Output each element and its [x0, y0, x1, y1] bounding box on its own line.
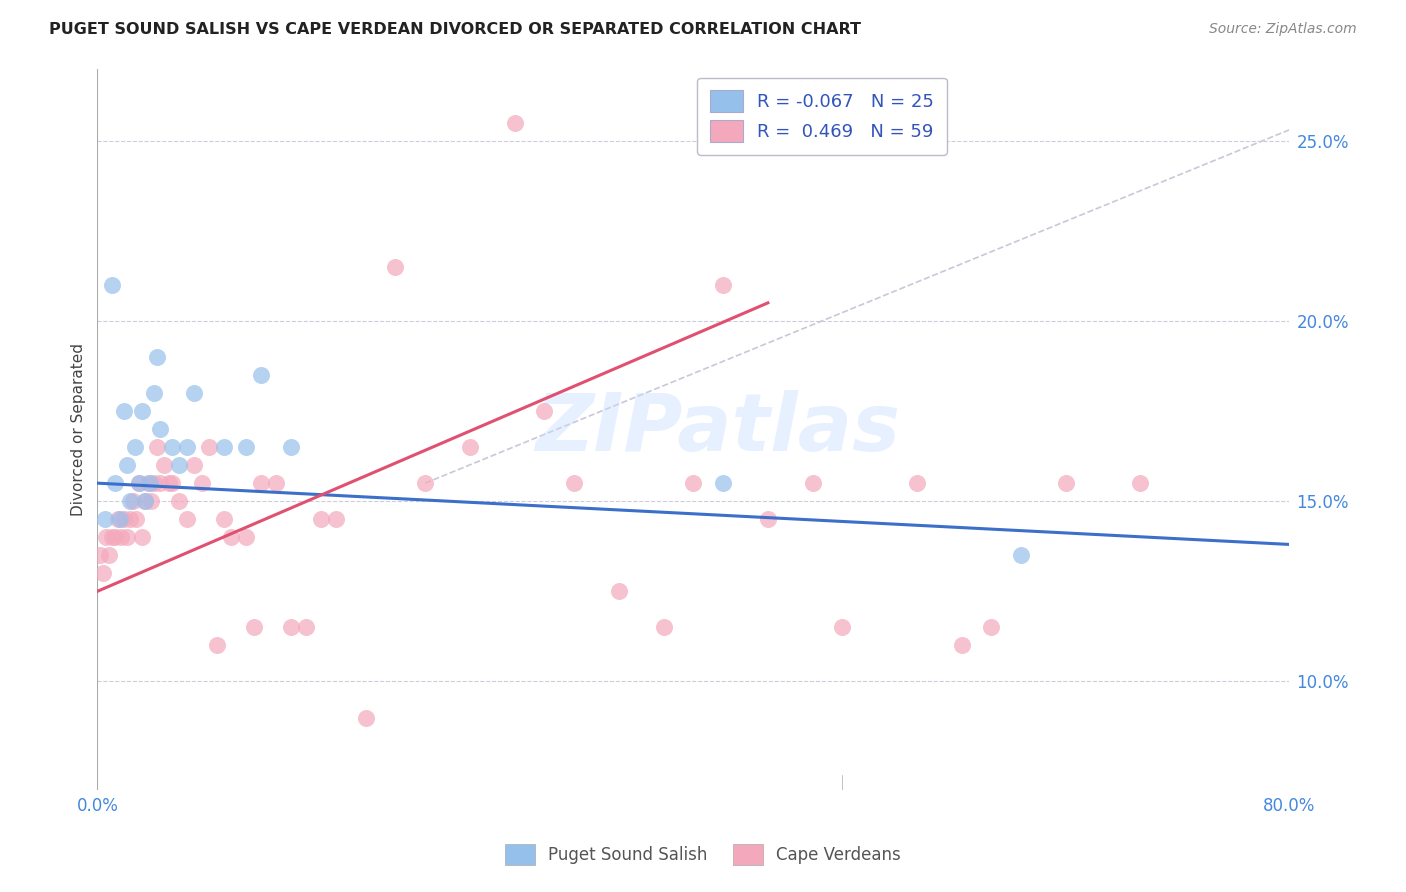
Point — [183, 458, 205, 472]
Point — [112, 512, 135, 526]
Point — [128, 476, 150, 491]
Point — [198, 440, 221, 454]
Point — [107, 512, 129, 526]
Point — [149, 476, 172, 491]
Point — [831, 620, 853, 634]
Point — [125, 512, 148, 526]
Point — [503, 115, 526, 129]
Point — [801, 476, 824, 491]
Point — [950, 639, 973, 653]
Point — [905, 476, 928, 491]
Point — [104, 476, 127, 491]
Point — [169, 458, 191, 472]
Point — [101, 530, 124, 544]
Point — [120, 494, 142, 508]
Point — [1129, 476, 1152, 491]
Point — [143, 386, 166, 401]
Point — [212, 512, 235, 526]
Point — [325, 512, 347, 526]
Point — [682, 476, 704, 491]
Point — [980, 620, 1002, 634]
Point — [143, 476, 166, 491]
Point — [711, 476, 734, 491]
Point — [280, 620, 302, 634]
Point — [91, 566, 114, 581]
Point — [146, 440, 169, 454]
Text: ZIPatlas: ZIPatlas — [534, 390, 900, 468]
Point — [115, 530, 138, 544]
Point — [136, 476, 159, 491]
Point — [243, 620, 266, 634]
Point — [176, 512, 198, 526]
Point — [533, 404, 555, 418]
Point — [607, 584, 630, 599]
Point — [115, 458, 138, 472]
Point — [139, 494, 162, 508]
Point — [1054, 476, 1077, 491]
Point — [160, 440, 183, 454]
Point — [134, 494, 156, 508]
Point — [183, 386, 205, 401]
Point — [711, 277, 734, 292]
Point — [413, 476, 436, 491]
Point — [94, 512, 117, 526]
Point — [120, 512, 142, 526]
Point — [221, 530, 243, 544]
Point — [96, 530, 118, 544]
Point — [160, 476, 183, 491]
Point — [205, 639, 228, 653]
Point — [110, 530, 132, 544]
Point — [149, 422, 172, 436]
Point — [309, 512, 332, 526]
Point — [295, 620, 318, 634]
Point — [124, 440, 146, 454]
Point — [131, 404, 153, 418]
Point — [190, 476, 212, 491]
Legend: Puget Sound Salish, Cape Verdeans: Puget Sound Salish, Cape Verdeans — [495, 834, 911, 875]
Point — [138, 476, 160, 491]
Point — [176, 440, 198, 454]
Point — [756, 512, 779, 526]
Point — [98, 548, 121, 562]
Point — [108, 512, 131, 526]
Point — [104, 530, 127, 544]
Point — [1010, 548, 1032, 562]
Point — [652, 620, 675, 634]
Y-axis label: Divorced or Separated: Divorced or Separated — [72, 343, 86, 516]
Point — [169, 494, 191, 508]
Point — [131, 530, 153, 544]
Point — [264, 476, 287, 491]
Point — [157, 476, 180, 491]
Point — [122, 494, 145, 508]
Point — [458, 440, 481, 454]
Point — [128, 476, 150, 491]
Point — [384, 260, 406, 274]
Point — [112, 404, 135, 418]
Point — [280, 440, 302, 454]
Point — [101, 277, 124, 292]
Point — [235, 530, 257, 544]
Point — [250, 368, 273, 382]
Text: PUGET SOUND SALISH VS CAPE VERDEAN DIVORCED OR SEPARATED CORRELATION CHART: PUGET SOUND SALISH VS CAPE VERDEAN DIVOR… — [49, 22, 862, 37]
Text: Source: ZipAtlas.com: Source: ZipAtlas.com — [1209, 22, 1357, 37]
Point — [235, 440, 257, 454]
Legend: R = -0.067   N = 25, R =  0.469   N = 59: R = -0.067 N = 25, R = 0.469 N = 59 — [697, 78, 946, 155]
Point — [354, 710, 377, 724]
Point — [153, 458, 176, 472]
Point — [212, 440, 235, 454]
Point — [89, 548, 111, 562]
Point — [134, 494, 156, 508]
Point — [250, 476, 273, 491]
Point — [146, 350, 169, 364]
Point — [562, 476, 585, 491]
